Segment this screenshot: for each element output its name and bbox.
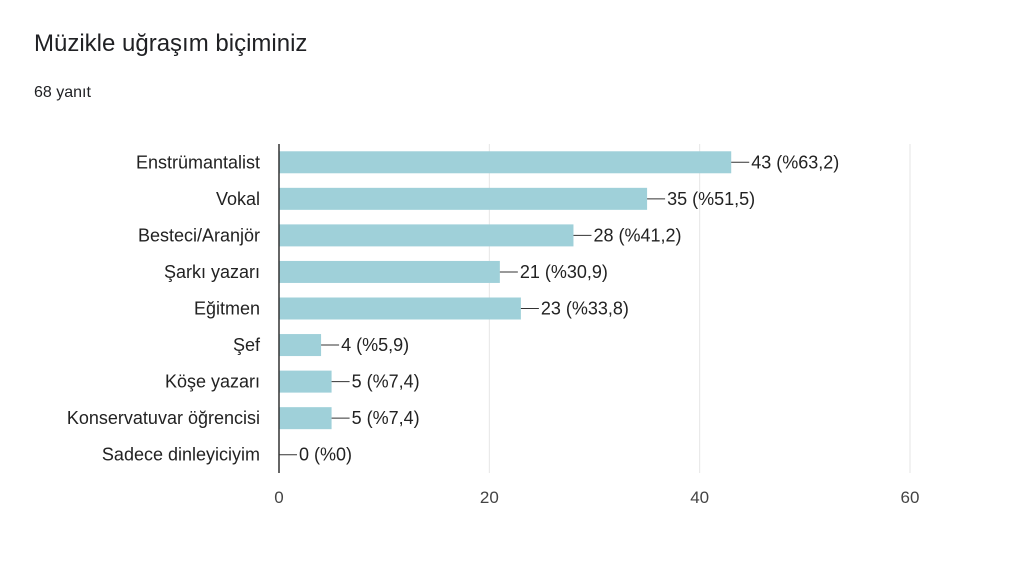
bar [279,151,732,174]
category-label: Eğitmen [194,299,260,319]
data-label: 28 (%41,2) [593,225,681,245]
category-label: Şarkı yazarı [164,262,260,282]
category-label: Besteci/Aranjör [138,225,260,245]
category-label: Konservatuvar öğrencisi [67,408,260,428]
bars [279,151,732,430]
bar [279,260,500,283]
labels: 0 20 40 60 Enstrümantalist 43 (%63,2) Vokal 35 … [67,152,920,507]
x-tick-label: 60 [901,488,920,507]
data-label: 21 (%30,9) [520,262,608,282]
data-label: 35 (%51,5) [667,189,755,209]
x-tick-label: 40 [690,488,709,507]
category-label: Enstrümantalist [136,152,260,172]
x-tick-label: 20 [480,488,499,507]
category-label: Şef [233,335,261,355]
bar [279,224,574,247]
category-label: Sadece dinleyiciyim [102,445,260,465]
data-label: 5 (%7,4) [352,408,420,428]
chart-title: Müzikle uğraşım biçiminiz [34,30,308,57]
bar [279,407,332,430]
category-label: Vokal [216,189,260,209]
data-label: 23 (%33,8) [541,299,629,319]
category-label: Köşe yazarı [165,372,260,392]
bar [279,187,648,210]
data-label: 0 (%0) [299,445,352,465]
data-label: 4 (%5,9) [341,335,409,355]
data-label: 5 (%7,4) [352,372,420,392]
response-count: 68 yanıt [34,84,91,101]
bar [279,370,332,393]
x-tick-label: 0 [274,488,283,507]
bar [279,297,521,320]
data-label: 43 (%63,2) [751,152,839,172]
bar [279,334,322,357]
